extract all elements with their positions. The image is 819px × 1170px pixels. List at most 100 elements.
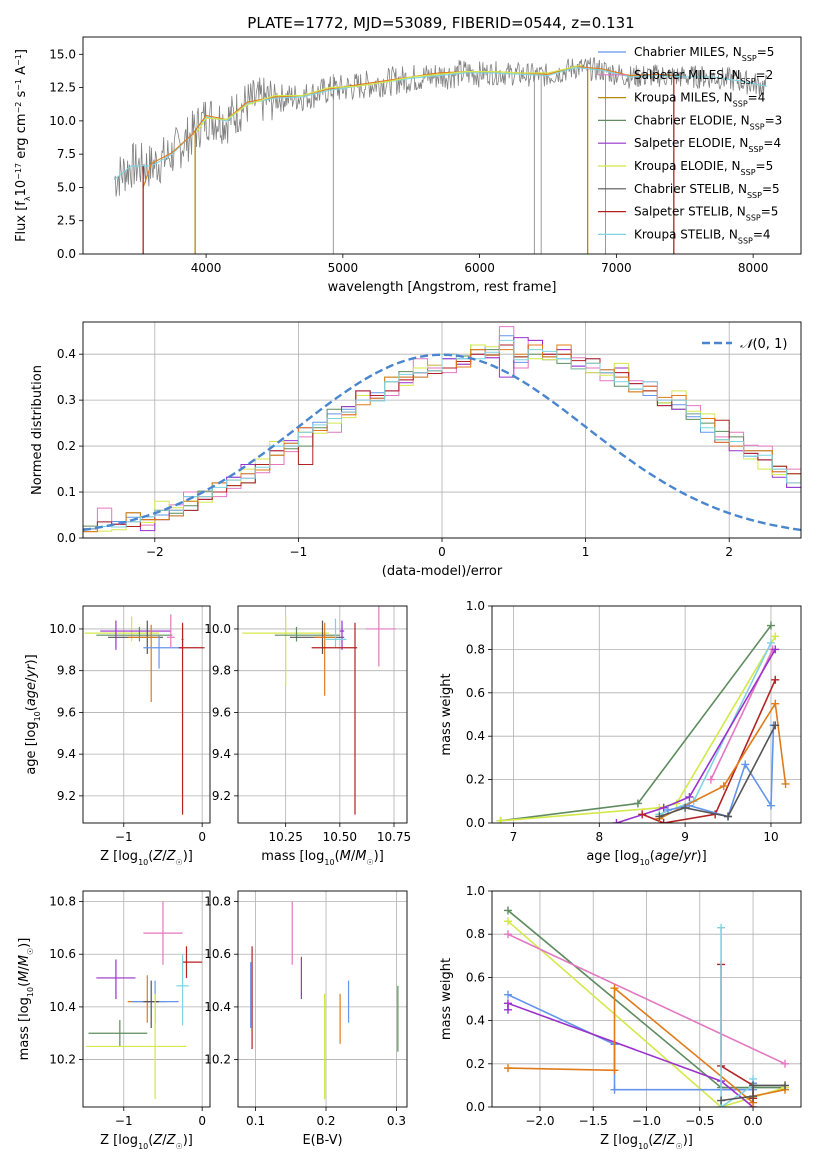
x-axis-label: age [log10(age/yr)]	[586, 849, 706, 867]
x-tick-label: 8	[595, 830, 603, 844]
y-tick-label: 0.1	[57, 485, 76, 499]
mass_vs_Z-axes: −1 0 10.2 10.4 10.6 10.8 Z [log10(Z/Z☉)] mass […	[17, 890, 211, 1151]
spectrum-frame	[82, 36, 802, 255]
age_vs_mass-plot-area	[242, 606, 397, 815]
histogram-series	[83, 344, 801, 538]
x-tick-label: −0.5	[685, 1114, 714, 1128]
mass_vs_ebv-axes: 0.1 0.2 0.3 10.2 10.4 10.6 10.8 E(B-V)	[204, 890, 408, 1148]
massweight-line	[720, 964, 754, 1099]
massweight-marker	[610, 984, 619, 993]
y-tick-label: 0.4	[466, 729, 485, 743]
y-tick-label: 10.2	[204, 1053, 231, 1067]
y-tick-label: 10.2	[49, 1053, 76, 1067]
x-tick-label: −2	[146, 545, 164, 559]
massweight-marker	[655, 812, 664, 821]
y-tick-label: 10.4	[49, 1000, 76, 1014]
massweight-marker	[496, 816, 505, 823]
massweight-marker	[503, 1064, 512, 1073]
massweight_vs_Z-plot-area	[503, 906, 790, 1107]
y-axis-label: mass weight	[439, 673, 454, 755]
massweight_vs_age-panel: 7 8 9 10 0.0 0.2 0.4 0.6 0.8 1.0 age [log10(age/yr…	[439, 599, 802, 867]
massweight-marker	[781, 1081, 790, 1090]
legend-entry: Kroupa ELODIE, NSSP=5	[634, 159, 773, 177]
legend-entry: Kroupa MILES, NSSP=4	[634, 91, 765, 109]
y-tick-label: 5.0	[57, 180, 76, 194]
mass_vs_Z-panel: −1 0 10.2 10.4 10.6 10.8 Z [log10(Z/Z☉)] mass […	[17, 890, 211, 1151]
y-tick-label: 0.4	[466, 1014, 485, 1028]
spectrum-plot-area	[114, 57, 768, 254]
age_vs_Z-plot-area	[84, 614, 205, 815]
age_vs_Z-frame	[82, 605, 211, 824]
y-tick-label: 9.2	[57, 789, 76, 803]
massweight-line	[720, 1084, 785, 1102]
x-tick-label: −2.0	[525, 1114, 554, 1128]
y-tick-label: 10.4	[204, 1000, 231, 1014]
panels: 4000 5000 6000 7000 80000.02.55.07.510.012.5…	[14, 36, 802, 1151]
y-tick-label: 9.6	[212, 705, 231, 719]
residual_hist-plot-area	[83, 326, 801, 538]
massweight-marker	[610, 1085, 619, 1094]
y-axis-label: mass [log10(M/M☉)]	[17, 938, 35, 1061]
x-tick-label: 1	[582, 545, 590, 559]
histogram-series	[83, 335, 801, 538]
massweight_vs_Z-panel: −2.0 −1.5 −1.0 −0.5 0.0 0.0 0.2 0.4 0.6 0.8 1.0 Z […	[439, 884, 802, 1151]
massweight-line	[507, 993, 754, 1091]
massweight_vs_Z-axes: −2.0 −1.5 −1.0 −0.5 0.0 0.0 0.2 0.4 0.6 0.8 1.0 Z […	[439, 884, 802, 1151]
massweight-line	[500, 635, 776, 822]
x-tick-label: 8000	[738, 261, 769, 275]
y-tick-label: 0.0	[57, 531, 76, 545]
massweight-marker	[610, 1066, 619, 1075]
x-tick-label: 0.3	[387, 1114, 406, 1128]
mass_vs_ebv-panel: 0.1 0.2 0.3 10.2 10.4 10.6 10.8 E(B-V)	[204, 890, 408, 1148]
massweight-marker	[771, 632, 780, 641]
massweight-marker	[719, 782, 728, 791]
spectrum-model-line	[196, 64, 583, 134]
x-tick-label: 2	[725, 545, 733, 559]
x-axis-label: mass [log10(M/M☉)]	[261, 849, 384, 867]
age_vs_Z-panel: −1 0 9.2 9.4 9.6 9.8 10.0 Z [log10(Z/Z☉)] age [l…	[24, 605, 211, 867]
massweight-marker	[706, 775, 715, 784]
y-tick-label: 10.8	[49, 895, 76, 909]
massweight-marker	[741, 760, 750, 769]
x-tick-label: −1	[115, 1114, 133, 1128]
histogram-series	[83, 344, 801, 538]
x-tick-label: 6000	[464, 261, 495, 275]
y-tick-label: 1.0	[466, 884, 485, 898]
massweight-marker	[766, 638, 775, 647]
y-axis-label: Normed distribution	[30, 365, 45, 495]
x-tick-label: 7000	[601, 261, 632, 275]
massweight-marker	[771, 721, 780, 730]
y-tick-label: 0.6	[466, 970, 485, 984]
y-tick-label: 0.0	[57, 247, 76, 261]
legend-entry: Salpeter STELIB, NSSP=5	[634, 205, 778, 223]
massweight-marker	[781, 779, 790, 788]
x-tick-label: 4000	[191, 261, 222, 275]
y-tick-label: 7.5	[57, 147, 76, 161]
residual_hist-frame	[82, 321, 802, 539]
y-tick-label: 9.6	[57, 705, 76, 719]
y-tick-label: 9.8	[57, 664, 76, 678]
massweight-marker	[659, 803, 668, 812]
massweight-marker	[681, 803, 690, 812]
residual_hist-axes: −2 −1 0 1 2 0.0 0.1 0.2 0.3 0.4 𝒩(0, 1) (data-model…	[30, 321, 802, 579]
y-tick-label: 10.0	[49, 114, 76, 128]
age_vs_mass-axes: 10.25 10.50 10.75 9.2 9.4 9.6 9.8 10.0 mass [log…	[204, 605, 411, 867]
massweight_vs_age-frame	[491, 605, 802, 824]
y-tick-label: 0.0	[466, 816, 485, 830]
age_vs_Z-axes: −1 0 9.2 9.4 9.6 9.8 10.0 Z [log10(Z/Z☉)] age [l…	[24, 605, 211, 867]
massweight-line	[507, 1002, 754, 1107]
legend-entry: Chabrier MILES, NSSP=5	[634, 45, 774, 63]
x-tick-label: 5000	[328, 261, 359, 275]
mass_vs_Z-frame	[82, 890, 211, 1108]
massweight-marker	[771, 645, 780, 654]
x-axis-label: E(B-V)	[302, 1133, 342, 1148]
x-tick-label: 0	[438, 545, 446, 559]
y-tick-label: 9.4	[212, 747, 231, 761]
massweight-marker	[503, 999, 512, 1008]
massweight_vs_Z-frame	[491, 890, 802, 1108]
y-tick-label: 2.5	[57, 214, 76, 228]
y-tick-label: 12.5	[49, 81, 76, 95]
x-tick-label: 7	[510, 830, 518, 844]
age_vs_mass-frame	[237, 605, 408, 824]
y-tick-label: 0.8	[466, 642, 485, 656]
